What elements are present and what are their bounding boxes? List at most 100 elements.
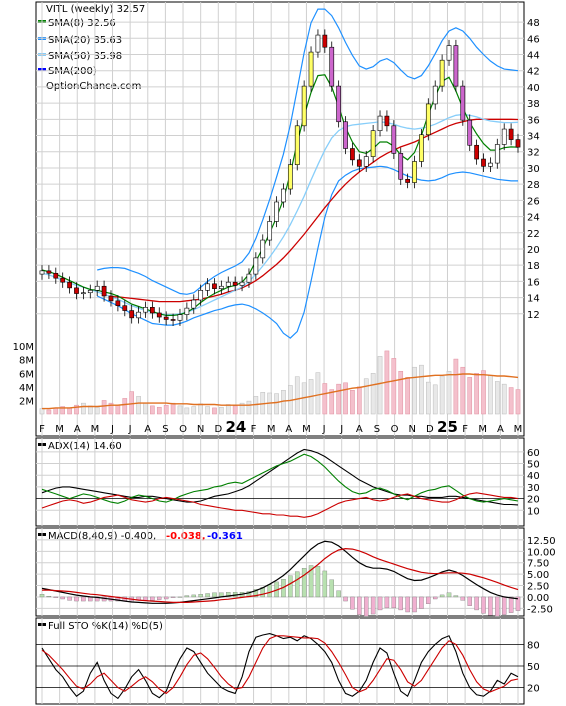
- volume-bar: [198, 403, 203, 415]
- candle-body: [363, 156, 369, 167]
- price-y-tick-label: 26: [527, 196, 540, 207]
- macd-histogram-bar: [439, 594, 445, 598]
- legend-macd: MACD(8,40,9) -0.400,: [48, 531, 156, 542]
- candle-body: [191, 299, 197, 309]
- volume-bar: [419, 364, 424, 415]
- candle-body: [46, 270, 52, 274]
- volume-bar: [357, 386, 362, 415]
- macd-histogram-bar: [67, 596, 72, 601]
- x-tick-label: A: [74, 424, 81, 435]
- volume-bar: [494, 381, 500, 415]
- candle-body: [253, 257, 259, 275]
- candle-body: [343, 121, 348, 149]
- price-y-tick-label: 32: [527, 148, 540, 159]
- x-tick-label: F: [251, 424, 257, 435]
- candle-body: [143, 307, 148, 313]
- candle-body: [274, 201, 279, 222]
- volume-y-tick-label: 6M: [19, 369, 34, 380]
- candle-body: [60, 277, 66, 283]
- sto-series-0: [41, 633, 519, 700]
- macd-histogram-bar: [350, 596, 355, 610]
- candle-body: [129, 310, 135, 319]
- candle-body: [439, 59, 445, 87]
- volume-bar: [225, 404, 231, 415]
- candle-body: [81, 292, 86, 295]
- adx-y-tick-label: 10: [527, 506, 540, 517]
- legend-sto: Full STO %K(14) %D(5): [48, 621, 163, 632]
- volume-bar: [294, 376, 300, 415]
- volume-bar: [343, 382, 348, 415]
- macd-histogram-bar: [170, 596, 176, 598]
- x-tick-label: 24: [225, 418, 246, 436]
- volume-bar: [239, 402, 245, 415]
- candle-body: [356, 159, 362, 167]
- price-y-tick-label: 34: [527, 132, 540, 143]
- volume-bar: [94, 406, 100, 415]
- candle-body: [384, 115, 390, 127]
- macd-histogram-bar: [488, 596, 493, 616]
- stochastic-panel-frame: [35, 617, 525, 705]
- macd-histogram-bar: [329, 579, 334, 598]
- macd-histogram-bar: [377, 596, 383, 611]
- candle-body: [474, 144, 479, 160]
- volume-bar: [439, 375, 445, 415]
- x-tick-label: 25: [437, 418, 458, 436]
- volume-bar: [274, 393, 279, 415]
- volume-bar: [156, 406, 162, 415]
- price-y-tick-label: 18: [527, 261, 540, 272]
- x-tick-label: F: [462, 424, 468, 435]
- volume-bar: [212, 407, 217, 415]
- candle-body: [391, 125, 397, 154]
- volume-bar: [336, 383, 341, 415]
- price-y-tick-label: 20: [527, 245, 540, 256]
- volume-bar: [108, 402, 114, 415]
- price-y-tick-label: 42: [527, 67, 540, 78]
- x-tick-label: M: [514, 424, 523, 435]
- candle-body: [122, 305, 128, 311]
- adx-series-2: [41, 492, 519, 518]
- volume-bar: [432, 384, 438, 415]
- macd-histogram-bar: [467, 596, 472, 606]
- macd-histogram-bar: [398, 596, 403, 611]
- candle-body: [225, 281, 231, 287]
- volume-bar: [170, 402, 176, 415]
- adx-y-tick-label: 20: [527, 495, 540, 506]
- macd-histogram-bar: [301, 568, 307, 598]
- macd-histogram-bar: [267, 584, 272, 598]
- x-tick-label: S: [162, 424, 168, 435]
- volume-bar: [467, 377, 473, 415]
- volume-bar: [143, 402, 148, 415]
- macd-panel-frame: [35, 527, 525, 617]
- macd-y-tick-label: 2.50: [527, 582, 549, 593]
- macd-histogram-bar: [357, 596, 362, 615]
- x-tick-label: A: [144, 424, 151, 435]
- price-y-tick-label: 38: [527, 99, 540, 110]
- macd-y-tick-label: 12.50: [527, 536, 556, 547]
- candle-body: [101, 285, 107, 297]
- candle-body: [94, 285, 100, 291]
- macd-histogram-bar: [157, 596, 162, 600]
- macd-histogram-bar: [205, 593, 210, 598]
- macd-histogram-bar: [322, 570, 328, 598]
- volume-bar: [60, 406, 66, 415]
- legend-sma50: SMA(50) 35.98: [48, 51, 122, 62]
- x-tick-label: A: [285, 424, 292, 435]
- volume-bar: [405, 377, 410, 415]
- adx-panel-frame: [35, 437, 525, 527]
- x-tick-label: M: [302, 424, 311, 435]
- candle-body: [115, 300, 121, 306]
- candle-body: [267, 221, 273, 241]
- x-tick-label: F: [39, 424, 45, 435]
- x-tick-label: M: [55, 424, 64, 435]
- volume-bar: [508, 387, 514, 415]
- volume-bar: [53, 407, 59, 415]
- candle-body: [322, 34, 328, 48]
- price-panel-frame: [35, 1, 525, 437]
- volume-bar: [481, 370, 486, 415]
- volume-bar: [67, 407, 72, 415]
- volume-bar: [177, 405, 183, 415]
- x-tick-label: S: [374, 424, 380, 435]
- x-tick-label: M: [91, 424, 100, 435]
- sma50-line: [111, 118, 519, 303]
